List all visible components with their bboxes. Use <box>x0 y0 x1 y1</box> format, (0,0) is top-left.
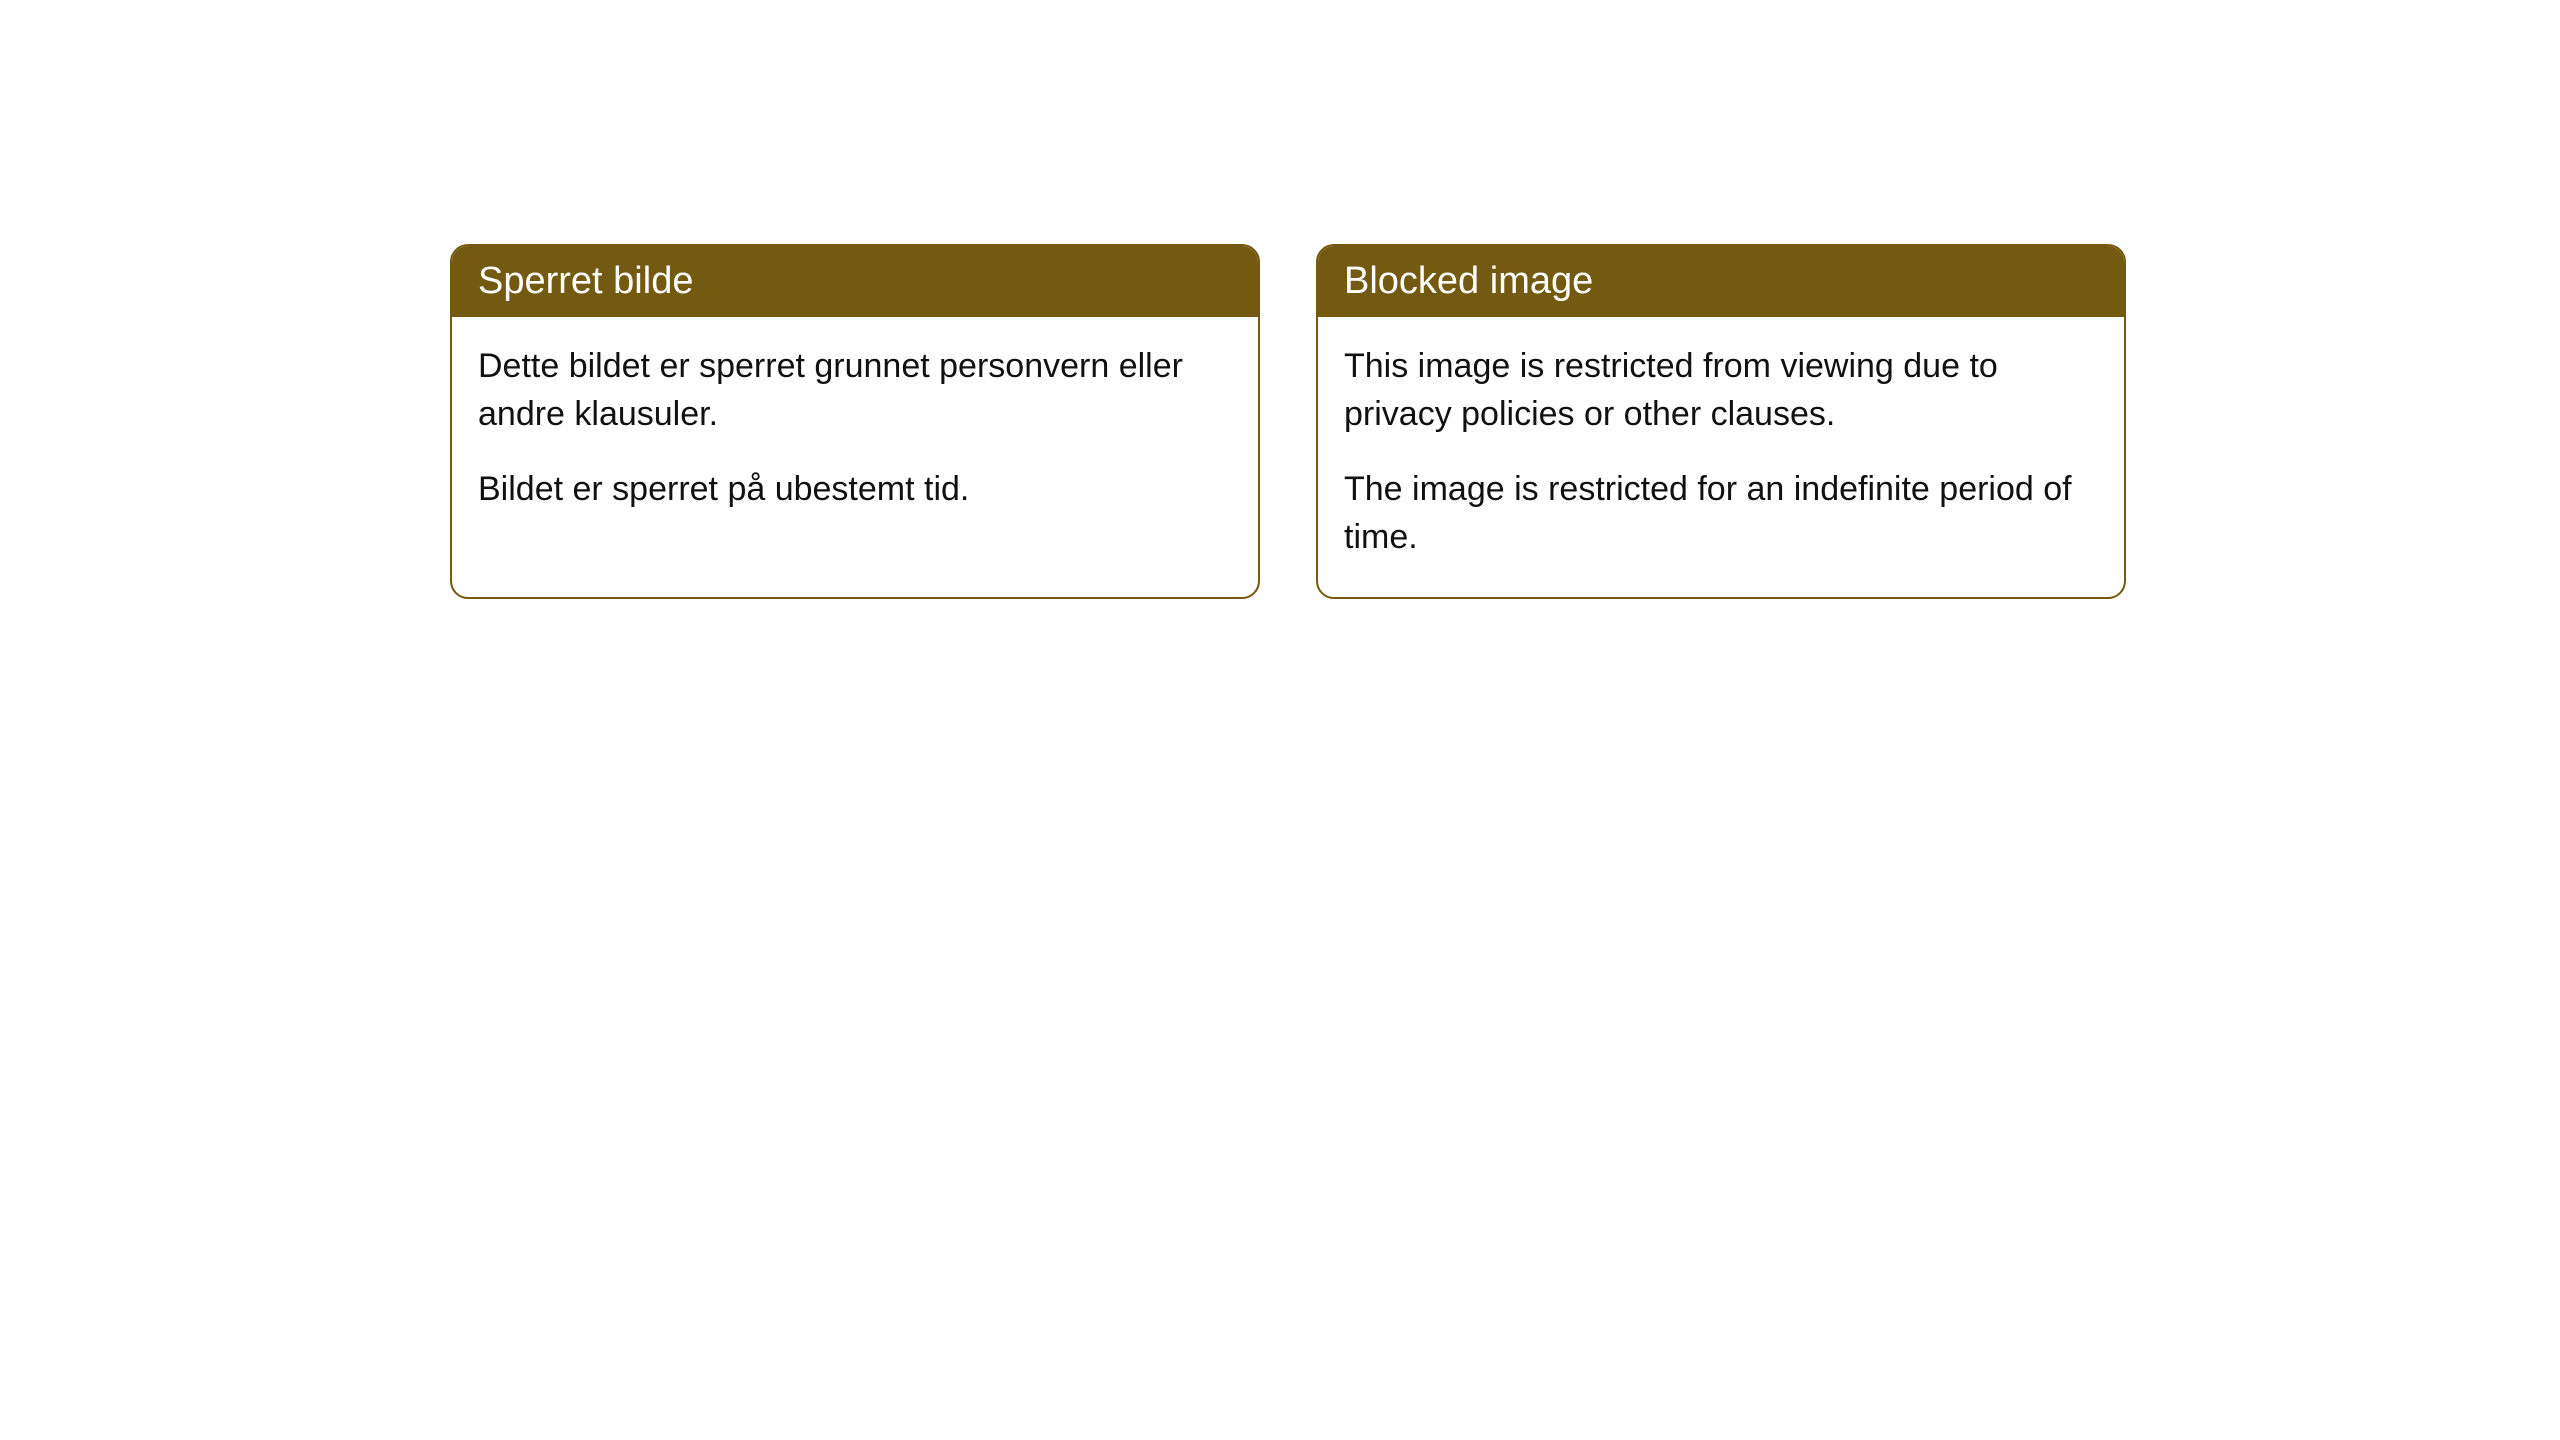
card-text-en-2: The image is restricted for an indefinit… <box>1344 466 2098 561</box>
card-header-en: Blocked image <box>1318 246 2124 317</box>
card-text-no-2: Bildet er sperret på ubestemt tid. <box>478 466 1232 514</box>
card-text-en-1: This image is restricted from viewing du… <box>1344 343 2098 438</box>
blocked-image-card-en: Blocked image This image is restricted f… <box>1316 244 2126 599</box>
card-header-no: Sperret bilde <box>452 246 1258 317</box>
notice-cards-container: Sperret bilde Dette bildet er sperret gr… <box>450 244 2126 599</box>
card-body-en: This image is restricted from viewing du… <box>1318 317 2124 597</box>
card-body-no: Dette bildet er sperret grunnet personve… <box>452 317 1258 550</box>
card-text-no-1: Dette bildet er sperret grunnet personve… <box>478 343 1232 438</box>
blocked-image-card-no: Sperret bilde Dette bildet er sperret gr… <box>450 244 1260 599</box>
